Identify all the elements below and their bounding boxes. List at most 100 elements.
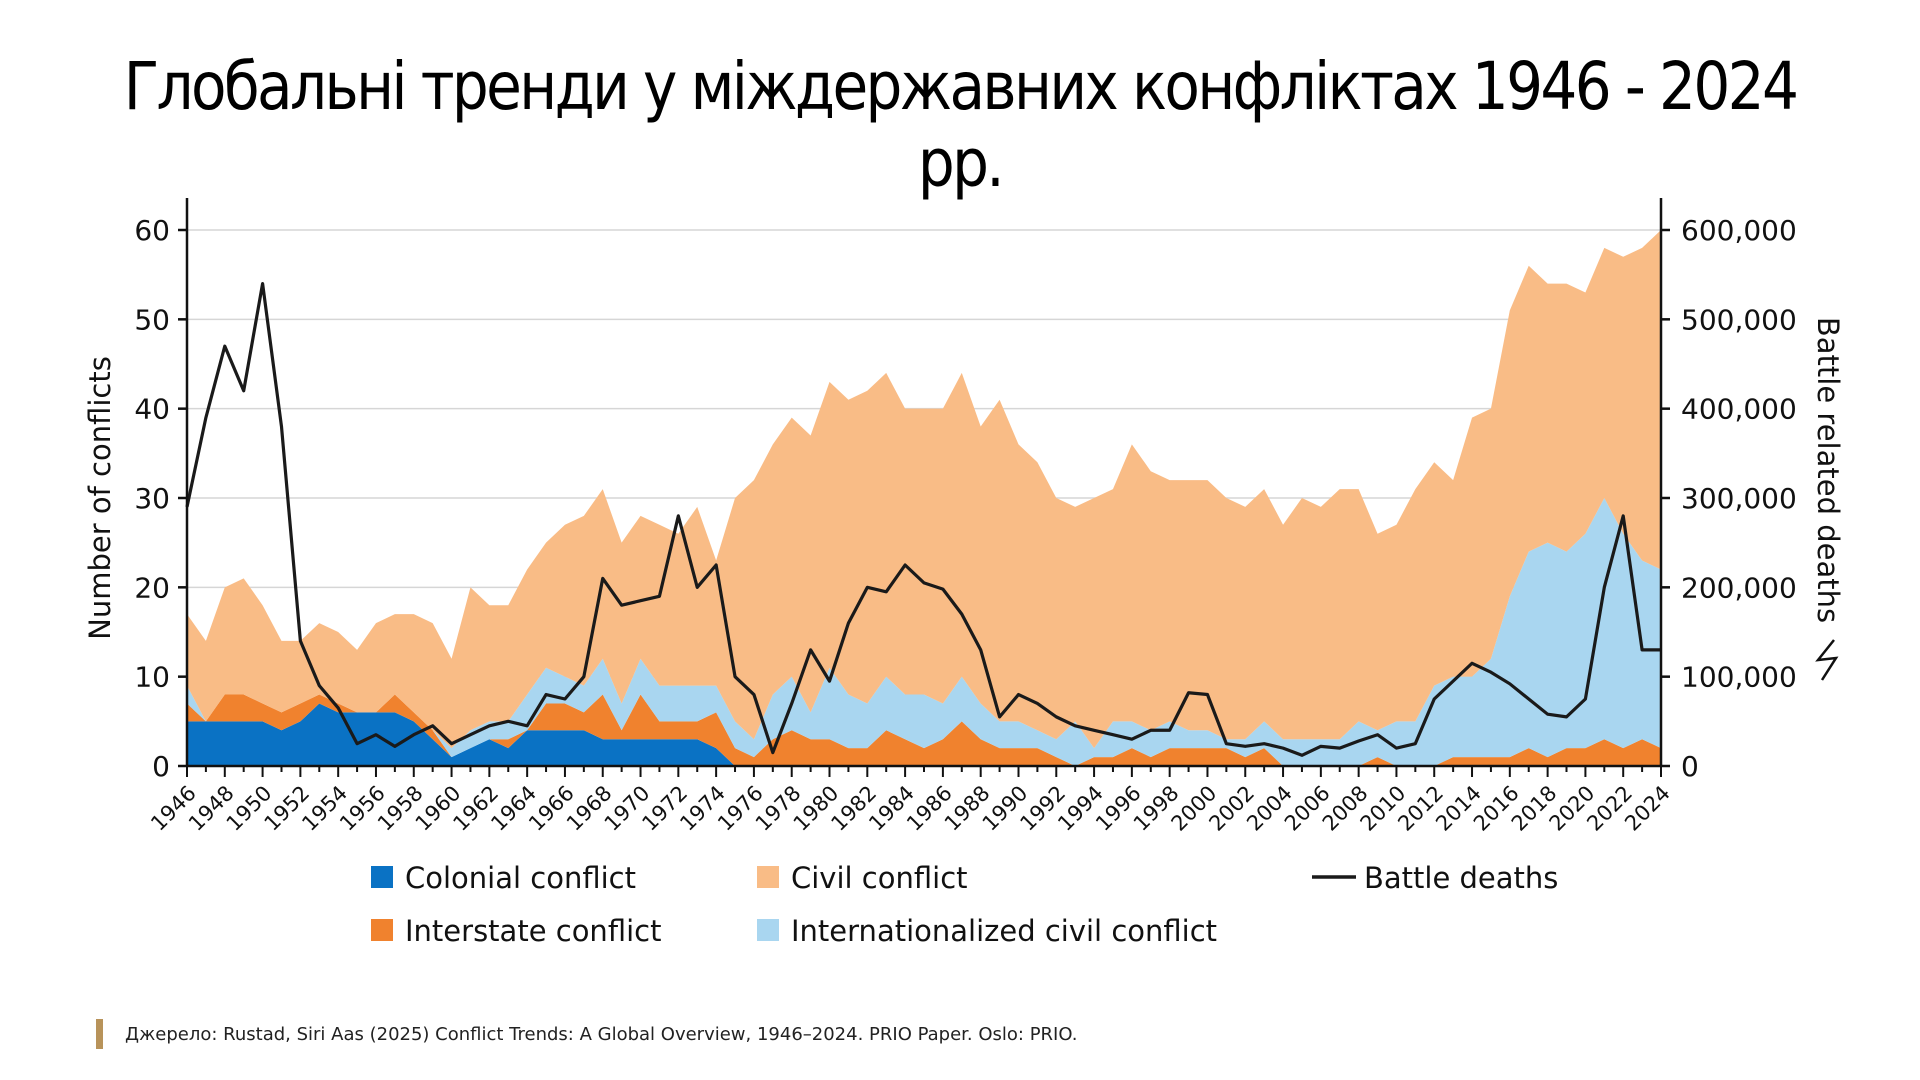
legend-label-battle-deaths: Battle deaths bbox=[1364, 861, 1558, 895]
page-title: Глобальні тренди у міждержавних конфлікт… bbox=[123, 48, 1799, 202]
right-tick-label: 200,000 bbox=[1681, 571, 1797, 604]
battle-deaths-point bbox=[1414, 743, 1416, 745]
battle-deaths-point bbox=[1282, 747, 1284, 749]
source-accent-bar bbox=[96, 1019, 103, 1049]
battle-deaths-point bbox=[942, 588, 944, 590]
battle-deaths-point bbox=[1376, 734, 1379, 736]
battle-deaths-point bbox=[1150, 729, 1152, 731]
battle-deaths-point bbox=[923, 582, 925, 584]
battle-deaths-point bbox=[866, 586, 868, 588]
battle-deaths-point bbox=[413, 734, 415, 736]
battle-deaths-point bbox=[224, 345, 226, 347]
legend-label-interstate-conflict: Interstate conflict bbox=[405, 914, 661, 948]
battle-deaths-point bbox=[1433, 698, 1435, 700]
battle-deaths-point bbox=[1206, 693, 1209, 696]
battle-deaths-point bbox=[828, 680, 831, 682]
battle-deaths-point bbox=[1263, 743, 1265, 745]
legend-label-civil-conflict: Civil conflict bbox=[791, 861, 968, 895]
battle-deaths-point bbox=[1131, 738, 1133, 740]
left-tick-label: 60 bbox=[134, 214, 170, 247]
source-note: Джерело: Rustad, Siri Aas (2025) Conflic… bbox=[96, 1019, 1078, 1049]
battle-deaths-point bbox=[696, 586, 698, 588]
area-interstate-conflict bbox=[187, 694, 1661, 766]
battle-deaths-point bbox=[394, 745, 396, 747]
battle-deaths-point bbox=[998, 716, 1001, 718]
battle-deaths-point bbox=[772, 752, 774, 754]
battle-deaths-point bbox=[280, 425, 283, 428]
battle-deaths-point bbox=[1339, 747, 1341, 749]
stacked-areas bbox=[187, 230, 1661, 766]
battle-deaths-point bbox=[1603, 586, 1605, 588]
left-tick-label: 20 bbox=[134, 571, 170, 604]
battle-deaths-point bbox=[904, 564, 906, 566]
area-colonial-conflict bbox=[187, 703, 1661, 766]
legend-swatch-civil-conflict bbox=[757, 866, 779, 888]
battle-deaths-point bbox=[602, 577, 604, 580]
chart: 0 10 20 30 40 50 60 0 100,000 200,000 300,000 400,0… bbox=[83, 198, 1845, 948]
battle-deaths-point bbox=[715, 564, 717, 566]
battle-deaths-point bbox=[753, 693, 755, 696]
battle-deaths-point bbox=[1301, 754, 1303, 756]
right-tick-label: 100,000 bbox=[1681, 661, 1797, 694]
battle-deaths-point bbox=[621, 604, 623, 606]
battle-deaths-point bbox=[337, 707, 339, 709]
battle-deaths-point bbox=[1320, 745, 1322, 747]
battle-deaths-point bbox=[583, 676, 585, 678]
legend-swatch-internationalized-civil-conflict bbox=[757, 919, 779, 941]
battle-deaths-point bbox=[791, 702, 793, 705]
battle-deaths-point bbox=[1093, 729, 1095, 731]
battle-deaths-point bbox=[1225, 743, 1227, 745]
battle-deaths-point bbox=[1055, 716, 1057, 718]
battle-deaths-point bbox=[1622, 515, 1624, 517]
battle-deaths-point bbox=[1547, 713, 1549, 715]
left-tick-label: 30 bbox=[134, 482, 170, 515]
battle-deaths-point bbox=[1074, 725, 1076, 727]
battle-deaths-point bbox=[507, 720, 509, 722]
battle-deaths-point bbox=[545, 693, 547, 696]
legend-swatch-colonial-conflict bbox=[371, 866, 393, 888]
battle-deaths-point bbox=[1452, 680, 1454, 682]
battle-deaths-point bbox=[261, 283, 264, 285]
battle-deaths-point bbox=[356, 743, 358, 745]
battle-deaths-point bbox=[961, 613, 963, 615]
right-tick-label: 400,000 bbox=[1681, 393, 1797, 426]
battle-deaths-point bbox=[810, 649, 812, 651]
area-internationalized-civil-conflict bbox=[187, 498, 1661, 766]
battle-deaths-point bbox=[1395, 747, 1398, 749]
axis-break-mark bbox=[1815, 639, 1839, 681]
battle-deaths-point bbox=[318, 685, 320, 687]
y-axis-label-right: Battle related deaths bbox=[1811, 317, 1845, 623]
battle-deaths-point bbox=[639, 600, 642, 602]
right-tick-label: 500,000 bbox=[1681, 303, 1797, 336]
area-civil-conflict bbox=[187, 230, 1661, 749]
battle-deaths-point bbox=[847, 622, 850, 624]
battle-deaths-point bbox=[658, 595, 661, 597]
right-tick-label: 0 bbox=[1681, 750, 1699, 783]
battle-deaths-point bbox=[1509, 683, 1511, 685]
y-axis-label-left: Number of conflicts bbox=[83, 356, 117, 640]
battle-deaths-point bbox=[432, 725, 434, 727]
battle-deaths-point bbox=[299, 640, 301, 642]
battle-deaths-point bbox=[1187, 692, 1190, 694]
battle-deaths-point bbox=[488, 725, 490, 727]
battle-deaths-point bbox=[243, 390, 245, 392]
battle-deaths-point bbox=[1036, 702, 1038, 705]
battle-deaths-point bbox=[980, 649, 982, 651]
battle-deaths-point bbox=[1358, 740, 1360, 742]
battle-deaths-point bbox=[564, 698, 566, 700]
battle-deaths-point bbox=[1641, 649, 1643, 651]
battle-deaths-point bbox=[469, 734, 472, 736]
battle-deaths-point bbox=[1471, 662, 1473, 664]
battle-deaths-point bbox=[734, 676, 736, 678]
right-tick-label: 300,000 bbox=[1681, 482, 1797, 515]
left-tick-label: 50 bbox=[134, 303, 170, 336]
battle-deaths-point bbox=[1244, 745, 1246, 747]
battle-deaths-point bbox=[375, 734, 377, 736]
battle-deaths-point bbox=[1528, 698, 1530, 700]
left-tick-label: 40 bbox=[134, 393, 170, 426]
battle-deaths-point bbox=[205, 417, 207, 419]
left-tick-label: 0 bbox=[152, 750, 170, 783]
battle-deaths-point bbox=[450, 743, 453, 745]
legend-swatch-interstate-conflict bbox=[371, 919, 393, 941]
battle-deaths-point bbox=[1017, 693, 1020, 696]
